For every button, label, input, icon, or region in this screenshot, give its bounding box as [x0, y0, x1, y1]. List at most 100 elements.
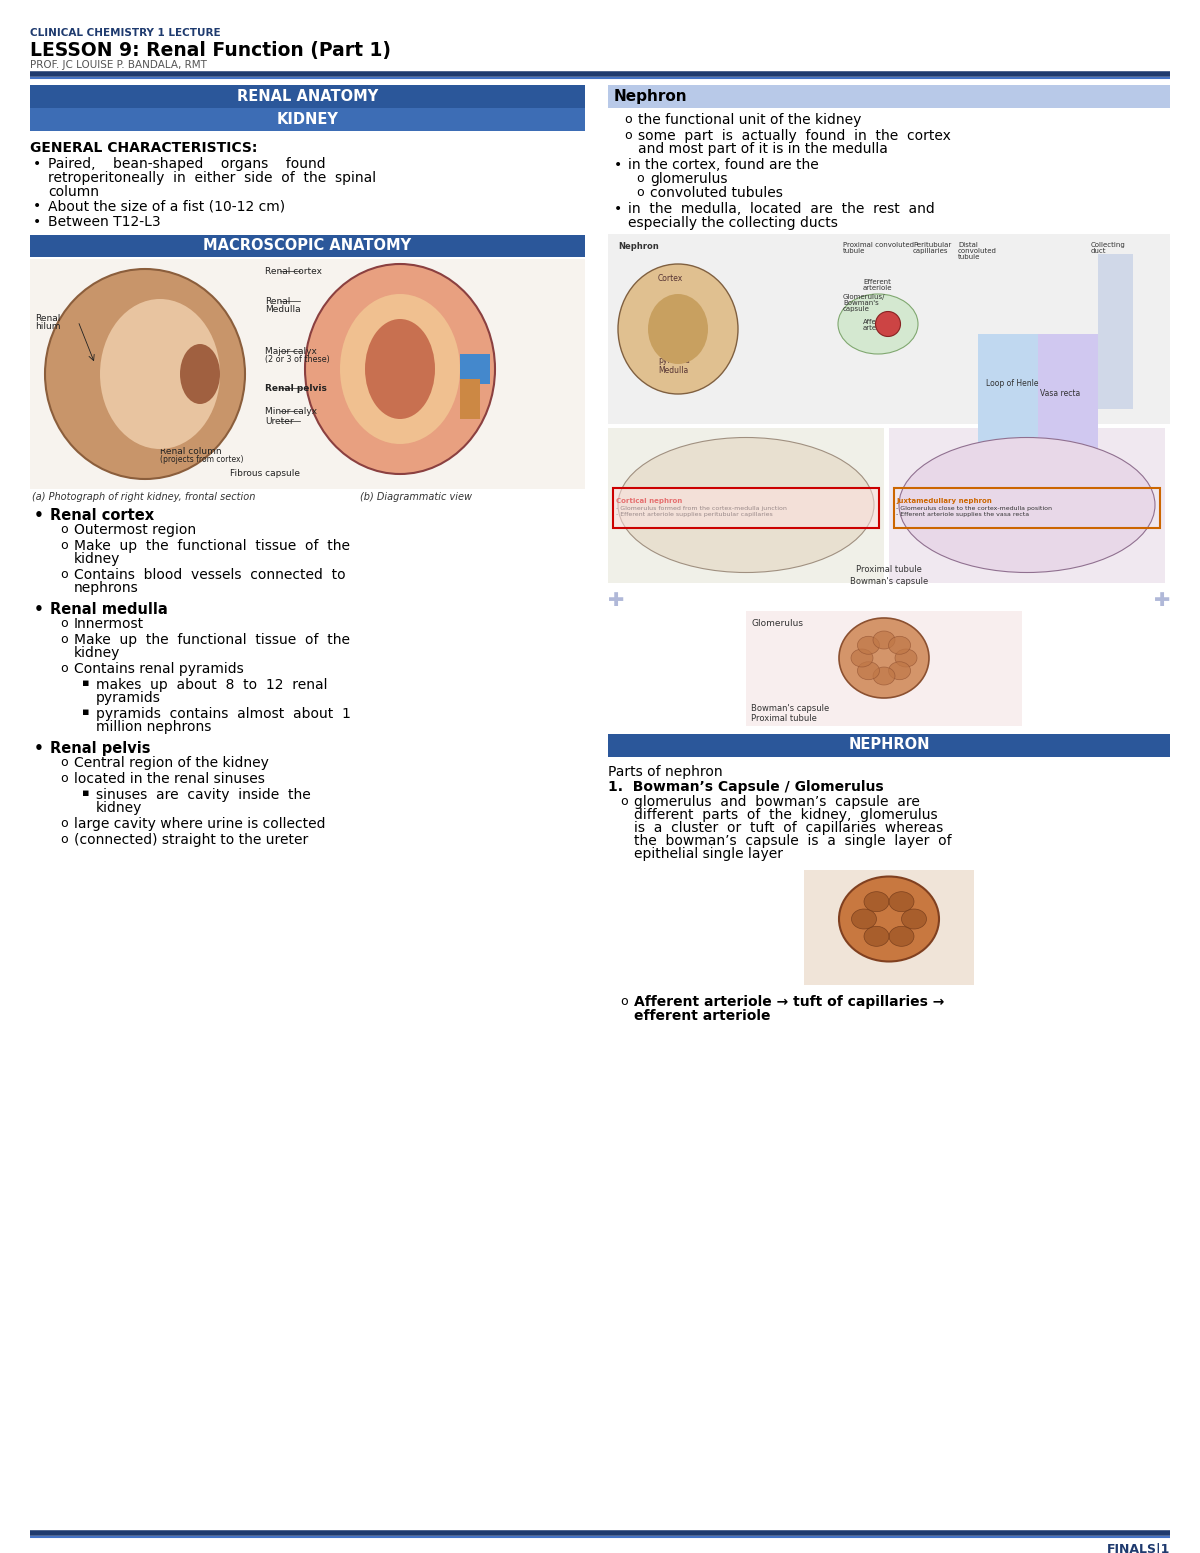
Text: and most part of it is in the medulla: and most part of it is in the medulla	[638, 141, 888, 155]
Text: capillaries: capillaries	[913, 248, 948, 255]
Text: o: o	[60, 523, 67, 536]
Text: in the cortex, found are the: in the cortex, found are the	[628, 158, 818, 172]
Text: Renal: Renal	[35, 314, 60, 323]
Text: o: o	[60, 662, 67, 676]
Text: o: o	[60, 617, 67, 631]
Text: •: •	[34, 157, 41, 171]
Bar	[608, 735, 1170, 756]
Text: GENERAL CHARACTERISTICS:: GENERAL CHARACTERISTICS:	[30, 141, 257, 155]
Ellipse shape	[305, 264, 496, 474]
Text: retroperitoneally  in  either  side  of  the  spinal: retroperitoneally in either side of the …	[48, 171, 376, 185]
Text: ▪: ▪	[82, 707, 90, 717]
Text: (b) Diagrammatic view: (b) Diagrammatic view	[360, 492, 472, 502]
Text: glomerulus  and  bowman’s  capsule  are: glomerulus and bowman’s capsule are	[634, 795, 920, 809]
Text: PROF. JC LOUISE P. BANDALA, RMT: PROF. JC LOUISE P. BANDALA, RMT	[30, 61, 206, 70]
Ellipse shape	[901, 909, 926, 929]
Text: o: o	[60, 539, 67, 551]
Ellipse shape	[852, 909, 876, 929]
Text: Proximal tubule: Proximal tubule	[751, 714, 817, 724]
Text: tubule: tubule	[958, 255, 980, 259]
Text: Major calyx: Major calyx	[265, 346, 317, 356]
Text: epithelial single layer: epithelial single layer	[634, 846, 784, 860]
Text: is  a  cluster  or  tuft  of  capillaries  whereas: is a cluster or tuft of capillaries wher…	[634, 822, 943, 836]
Text: kidney: kidney	[96, 801, 143, 815]
Text: Bowman's capsule: Bowman's capsule	[751, 704, 829, 713]
Bar	[608, 429, 884, 582]
Text: •: •	[614, 202, 623, 216]
Ellipse shape	[888, 662, 911, 680]
Ellipse shape	[864, 891, 889, 912]
Text: Distal: Distal	[958, 242, 978, 248]
Text: o: o	[624, 113, 631, 126]
Text: Renal pelvis: Renal pelvis	[265, 384, 326, 393]
Text: 1.  Bowman’s Capsule / Glomerulus: 1. Bowman’s Capsule / Glomerulus	[608, 780, 883, 794]
Text: Make  up  the  functional  tissue  of  the: Make up the functional tissue of the	[74, 539, 350, 553]
Text: Collecting: Collecting	[1091, 242, 1126, 248]
Text: o: o	[620, 995, 628, 1008]
Text: capsule: capsule	[842, 306, 870, 312]
Text: KIDNEY: KIDNEY	[276, 112, 338, 127]
Text: kidney: kidney	[74, 551, 120, 565]
Text: Bowman's capsule: Bowman's capsule	[850, 578, 928, 585]
Text: Glomerulus/: Glomerulus/	[842, 294, 886, 300]
Text: convoluted tubules: convoluted tubules	[650, 186, 782, 200]
Text: ▪: ▪	[82, 679, 90, 688]
Text: duct: duct	[1091, 248, 1106, 255]
Text: pyramids: pyramids	[96, 691, 161, 705]
Text: Renal: Renal	[265, 297, 290, 306]
Text: Contains  blood  vessels  connected  to: Contains blood vessels connected to	[74, 568, 346, 582]
Ellipse shape	[899, 438, 1154, 573]
Bar	[978, 334, 1038, 453]
Text: nephrons: nephrons	[74, 581, 139, 595]
Text: o: o	[624, 129, 631, 141]
Ellipse shape	[888, 637, 911, 654]
Text: Central region of the kidney: Central region of the kidney	[74, 756, 269, 770]
Text: RENAL ANATOMY: RENAL ANATOMY	[236, 89, 378, 104]
Text: Ureter: Ureter	[265, 418, 294, 426]
Text: Loop of Henle: Loop of Henle	[986, 379, 1038, 388]
Text: (connected) straight to the ureter: (connected) straight to the ureter	[74, 832, 308, 846]
Ellipse shape	[851, 649, 874, 666]
Text: some  part  is  actually  found  in  the  cortex: some part is actually found in the corte…	[638, 129, 950, 143]
Text: large cavity where urine is collected: large cavity where urine is collected	[74, 817, 325, 831]
Bar	[30, 85, 586, 109]
Bar	[613, 488, 878, 528]
Text: Make  up  the  functional  tissue  of  the: Make up the functional tissue of the	[74, 634, 350, 648]
Bar	[889, 429, 1165, 582]
Text: o: o	[60, 772, 67, 784]
Text: makes  up  about  8  to  12  renal: makes up about 8 to 12 renal	[96, 679, 328, 693]
Text: the  bowman’s  capsule  is  a  single  layer  of: the bowman’s capsule is a single layer o…	[634, 834, 952, 848]
Text: o: o	[60, 634, 67, 646]
Text: o: o	[620, 795, 628, 808]
Bar	[1098, 255, 1133, 408]
Ellipse shape	[858, 662, 880, 680]
Text: Renal cortex: Renal cortex	[50, 508, 154, 523]
Ellipse shape	[858, 637, 880, 654]
Text: arteriole: arteriole	[863, 286, 893, 290]
Bar	[613, 488, 878, 528]
Text: Bowman's: Bowman's	[842, 300, 878, 306]
Ellipse shape	[618, 438, 874, 573]
Text: Medulla: Medulla	[265, 304, 301, 314]
Text: o: o	[636, 186, 643, 199]
Ellipse shape	[839, 618, 929, 697]
Ellipse shape	[839, 876, 940, 961]
Text: Outermost region: Outermost region	[74, 523, 196, 537]
Text: Renal cortex: Renal cortex	[265, 267, 322, 276]
Text: Parts of nephron: Parts of nephron	[608, 766, 722, 780]
Ellipse shape	[365, 318, 436, 419]
Ellipse shape	[874, 666, 895, 685]
Text: •: •	[34, 741, 44, 756]
Text: Nephron: Nephron	[618, 242, 659, 252]
Ellipse shape	[180, 345, 220, 404]
Text: hilum: hilum	[35, 321, 60, 331]
Text: the functional unit of the kidney: the functional unit of the kidney	[638, 113, 862, 127]
Text: pyramids  contains  almost  about  1: pyramids contains almost about 1	[96, 707, 350, 721]
Text: sinuses  are  cavity  inside  the: sinuses are cavity inside the	[96, 787, 311, 801]
Text: •: •	[34, 508, 44, 523]
Bar	[30, 259, 586, 489]
Text: efferent arteriole: efferent arteriole	[634, 1009, 770, 1023]
Text: Minor calyx: Minor calyx	[265, 407, 317, 416]
Text: Renal column: Renal column	[160, 447, 222, 457]
Text: million nephrons: million nephrons	[96, 721, 211, 735]
